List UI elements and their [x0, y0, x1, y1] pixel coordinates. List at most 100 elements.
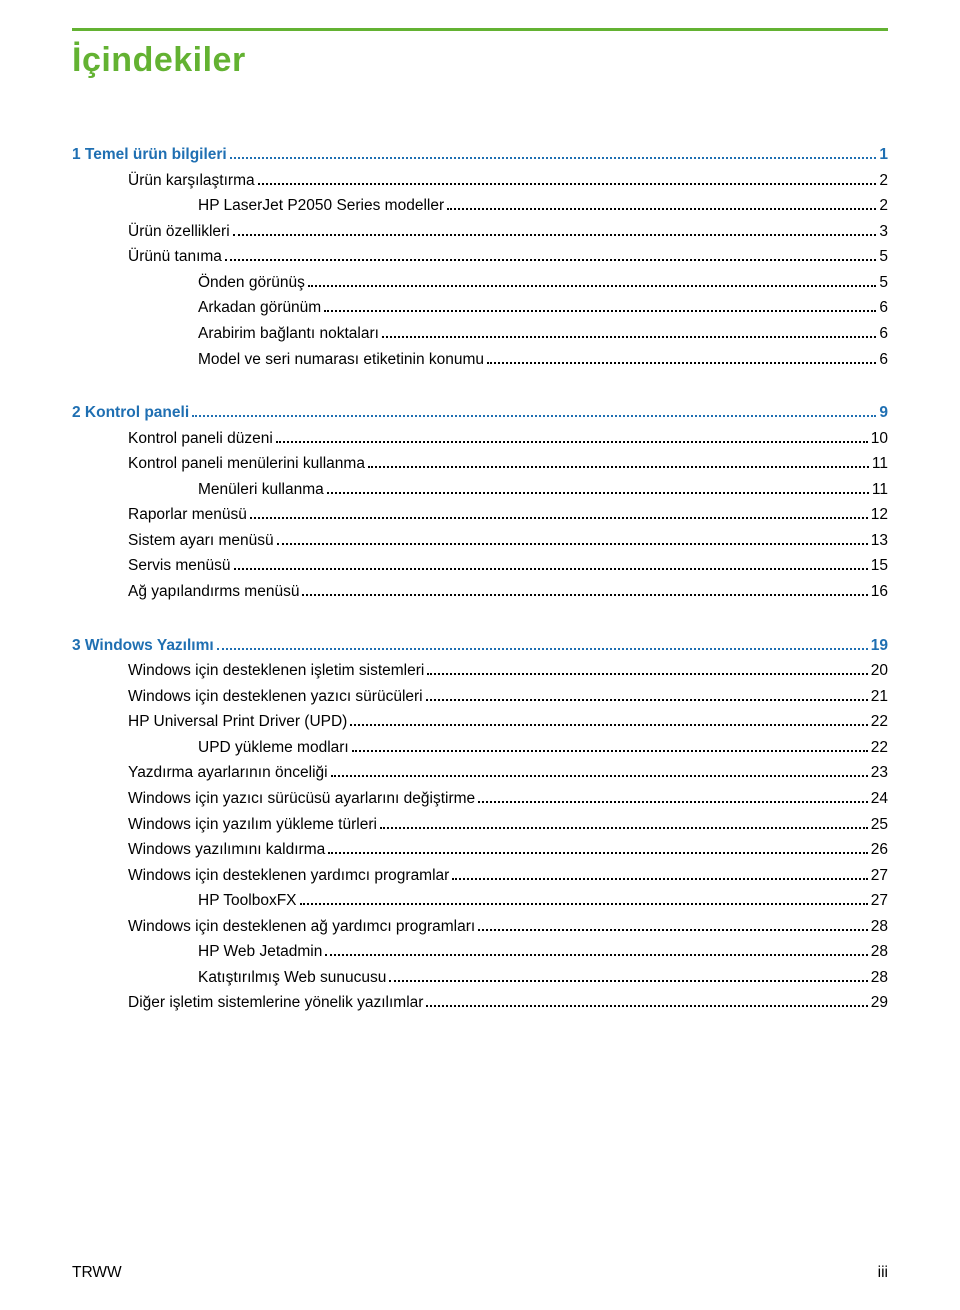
toc-entry[interactable]: UPD yükleme modları 22	[72, 735, 888, 761]
toc-entry[interactable]: Windows için desteklenen ağ yardımcı pro…	[72, 914, 888, 940]
toc-heading-label: 1 Temel ürün bilgileri	[72, 142, 227, 168]
toc-entry-page: 20	[871, 658, 888, 684]
toc-entry-label: Raporlar menüsü	[128, 502, 247, 528]
toc-entry[interactable]: Ürün karşılaştırma2	[72, 168, 888, 194]
toc-entry[interactable]: Katıştırılmış Web sunucusu28	[72, 965, 888, 991]
toc-entry-page: 6	[879, 347, 888, 373]
toc-entry[interactable]: Windows için yazılım yükleme türleri25	[72, 812, 888, 838]
toc-entry[interactable]: Windows için yazıcı sürücüsü ayarlarını …	[72, 786, 888, 812]
toc-entry-label: UPD yükleme modları	[198, 735, 349, 761]
toc-leader-dots	[328, 852, 868, 854]
toc-leader-dots	[192, 415, 876, 417]
toc-leader-dots	[478, 801, 868, 803]
table-of-contents: 1 Temel ürün bilgileri 1Ürün karşılaştırm…	[72, 142, 888, 1216]
toc-entry[interactable]: HP LaserJet P2050 Series modeller2	[72, 193, 888, 219]
toc-entry[interactable]: Arkadan görünüm 6	[72, 295, 888, 321]
toc-leader-dots	[230, 157, 877, 159]
toc-entry[interactable]: Ürün özellikleri3	[72, 219, 888, 245]
toc-entry-label: Ağ yapılandırms menüsü	[128, 579, 299, 605]
toc-entry-label: Windows için desteklenen ağ yardımcı pro…	[128, 914, 475, 940]
page-title: İçindekiler	[72, 41, 888, 80]
toc-entry[interactable]: Yazdırma ayarlarının önceliği 23	[72, 760, 888, 786]
toc-entry[interactable]: Arabirim bağlantı noktaları6	[72, 321, 888, 347]
toc-entry-label: Arkadan görünüm	[198, 295, 321, 321]
toc-entry[interactable]: Servis menüsü15	[72, 553, 888, 579]
toc-entry[interactable]: HP Universal Print Driver (UPD)22	[72, 709, 888, 735]
toc-entry-label: Katıştırılmış Web sunucusu	[198, 965, 386, 991]
toc-entry-page: 27	[871, 863, 888, 889]
page: İçindekiler 1 Temel ürün bilgileri1Ürün …	[0, 0, 960, 1310]
toc-entry-label: Kontrol paneli düzeni	[128, 426, 273, 452]
toc-leader-dots	[225, 259, 876, 261]
toc-entry[interactable]: Windows için desteklenen yardımcı progra…	[72, 863, 888, 889]
toc-entry-label: Windows için desteklenen yazıcı sürücüle…	[128, 684, 423, 710]
toc-entry[interactable]: Ağ yapılandırms menüsü16	[72, 579, 888, 605]
header-rule	[72, 28, 888, 31]
toc-entry[interactable]: Kontrol paneli düzeni10	[72, 426, 888, 452]
toc-leader-dots	[276, 441, 868, 443]
toc-entry-page: 29	[871, 990, 888, 1016]
toc-leader-dots	[350, 724, 867, 726]
toc-entry-label: Windows yazılımını kaldırma	[128, 837, 325, 863]
toc-entry-page: 28	[871, 914, 888, 940]
toc-entry-page: 22	[871, 735, 888, 761]
toc-entry[interactable]: HP Web Jetadmin 28	[72, 939, 888, 965]
toc-leader-dots	[324, 310, 876, 312]
toc-entry-label: Ürün özellikleri	[128, 219, 230, 245]
toc-entry-page: 2	[879, 168, 888, 194]
toc-entry-page: 23	[871, 760, 888, 786]
toc-section-heading[interactable]: 3 Windows Yazılımı 19	[72, 633, 888, 659]
toc-heading-label: 3 Windows Yazılımı	[72, 633, 214, 659]
toc-leader-dots	[368, 466, 869, 468]
toc-section-heading[interactable]: 2 Kontrol paneli9	[72, 400, 888, 426]
toc-entry-page: 28	[871, 939, 888, 965]
toc-entry[interactable]: Menüleri kullanma11	[72, 477, 888, 503]
toc-entry-page: 13	[871, 528, 888, 554]
toc-leader-dots	[427, 673, 867, 675]
footer-left: TRWW	[72, 1264, 122, 1282]
toc-entry-page: 11	[872, 451, 888, 477]
toc-heading-label: 2 Kontrol paneli	[72, 400, 189, 426]
toc-entry[interactable]: Windows için desteklenen yazıcı sürücüle…	[72, 684, 888, 710]
toc-entry[interactable]: Model ve seri numarası etiketinin konumu…	[72, 347, 888, 373]
toc-entry-page: 22	[871, 709, 888, 735]
toc-leader-dots	[478, 929, 868, 931]
footer-page-number: iii	[878, 1264, 888, 1282]
toc-leader-dots	[331, 775, 868, 777]
toc-entry-label: Windows için desteklenen işletim sisteml…	[128, 658, 424, 684]
toc-leader-dots	[352, 750, 868, 752]
toc-leader-dots	[325, 954, 867, 956]
toc-entry-page: 6	[879, 295, 888, 321]
toc-entry-label: Model ve seri numarası etiketinin konumu	[198, 347, 484, 373]
toc-entry-label: HP ToolboxFX	[198, 888, 297, 914]
toc-entry[interactable]: Diğer işletim sistemlerine yönelik yazıl…	[72, 990, 888, 1016]
toc-entry[interactable]: Ürünü tanıma5	[72, 244, 888, 270]
toc-entry-label: Windows için desteklenen yardımcı progra…	[128, 863, 449, 889]
toc-entry[interactable]: Sistem ayarı menüsü13	[72, 528, 888, 554]
toc-entry[interactable]: Windows yazılımını kaldırma26	[72, 837, 888, 863]
toc-leader-dots	[250, 517, 868, 519]
toc-leader-dots	[233, 234, 877, 236]
toc-entry-page: 12	[871, 502, 888, 528]
toc-entry[interactable]: Kontrol paneli menülerini kullanma11	[72, 451, 888, 477]
toc-leader-dots	[327, 492, 869, 494]
toc-entry-label: HP Web Jetadmin	[198, 939, 322, 965]
toc-leader-dots	[308, 285, 877, 287]
toc-entry[interactable]: Windows için desteklenen işletim sisteml…	[72, 658, 888, 684]
toc-section-heading[interactable]: 1 Temel ürün bilgileri 1	[72, 142, 888, 168]
toc-leader-dots	[302, 594, 867, 596]
toc-leader-dots	[487, 362, 876, 364]
toc-entry[interactable]: HP ToolboxFX27	[72, 888, 888, 914]
toc-entry-label: Yazdırma ayarlarının önceliği	[128, 760, 328, 786]
toc-entry-label: Arabirim bağlantı noktaları	[198, 321, 379, 347]
toc-heading-page: 1	[879, 142, 888, 168]
toc-heading-page: 19	[871, 633, 888, 659]
toc-entry[interactable]: Önden görünüş5	[72, 270, 888, 296]
toc-entry[interactable]: Raporlar menüsü 12	[72, 502, 888, 528]
toc-leader-dots	[277, 543, 868, 545]
toc-entry-page: 15	[871, 553, 888, 579]
toc-leader-dots	[380, 827, 868, 829]
toc-entry-label: Menüleri kullanma	[198, 477, 324, 503]
toc-leader-dots	[447, 208, 876, 210]
toc-entry-label: Windows için yazıcı sürücüsü ayarlarını …	[128, 786, 475, 812]
